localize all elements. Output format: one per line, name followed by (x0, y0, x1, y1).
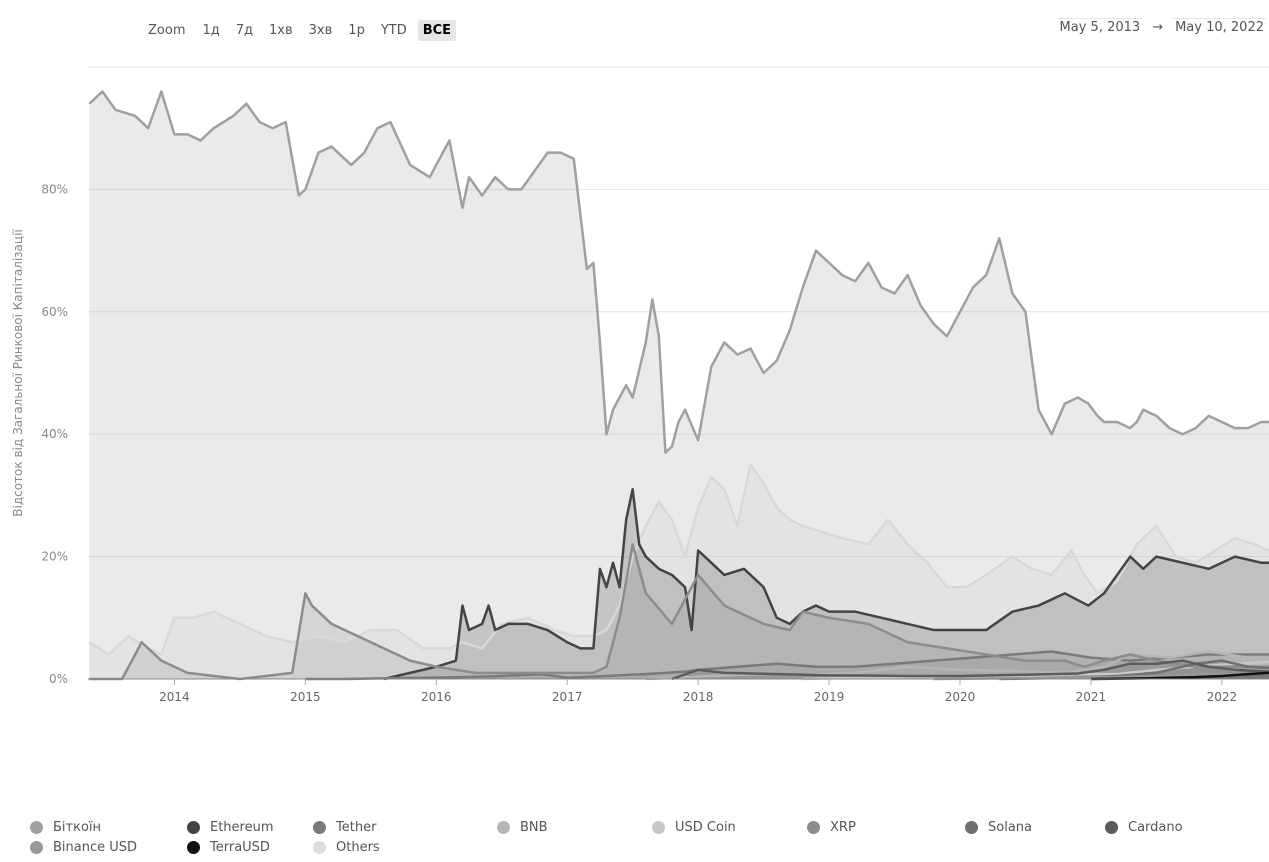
legend-label: XRP (830, 820, 856, 835)
series-area-others (89, 464, 1269, 679)
x-tick-label: 2021 (1076, 690, 1107, 704)
x-tick-label: 2016 (421, 690, 452, 704)
legend-dot-icon (30, 841, 43, 854)
zoom-ytd-button[interactable]: YTD (380, 22, 407, 38)
legend-row: Біткоїн Ethereum Tether BNB USD Coin XRP Solan… (30, 820, 1269, 840)
series-line-ethereum (383, 488, 1269, 681)
legend-dot-icon (652, 821, 665, 834)
y-axis-label: Відсоток від Загальної Ринкової Капіталі… (11, 229, 25, 517)
date-range: May 5, 2013 → May 10, 2022 (1057, 18, 1266, 36)
y-tick-label: 40% (41, 427, 68, 441)
y-tick-label: 20% (41, 550, 68, 564)
legend-dot-icon (30, 821, 43, 834)
y-tick-label: 60% (41, 305, 68, 319)
legend-dot-icon (313, 841, 326, 854)
legend-label: Біткоїн (53, 820, 102, 835)
legend: Біткоїн Ethereum Tether BNB USD Coin XRP Solan… (30, 820, 1269, 860)
series-line-bnb (645, 650, 1269, 681)
x-tick-label: 2014 (159, 690, 190, 704)
legend-dot-icon (187, 821, 200, 834)
x-tick-label: 2022 (1207, 690, 1238, 704)
legend-label: Solana (988, 820, 1032, 835)
legend-item-біткоїн[interactable]: Біткоїн (30, 820, 101, 835)
legend-dot-icon (965, 821, 978, 834)
date-from-input[interactable]: May 5, 2013 (1057, 18, 1143, 35)
legend-item-terrausd[interactable]: TerraUSD (187, 840, 270, 855)
legend-label: BNB (520, 820, 548, 835)
x-tick-label: 2018 (683, 690, 714, 704)
legend-label: Tether (336, 820, 377, 835)
legend-item-usd-coin[interactable]: USD Coin (652, 820, 736, 835)
legend-dot-icon (1105, 821, 1118, 834)
series-line-xrp (89, 543, 1269, 681)
x-tick-label: 2017 (552, 690, 583, 704)
y-tick-label: 80% (41, 182, 68, 196)
legend-dot-icon (187, 841, 200, 854)
legend-item-others[interactable]: Others (313, 840, 380, 855)
zoom-7d-button[interactable]: 7д (235, 22, 254, 38)
series-area-terrausd (1090, 672, 1269, 679)
y-tick-label: 0% (49, 672, 68, 686)
legend-item-ethereum[interactable]: Ethereum (187, 820, 274, 835)
market-share-chart: 0% 20% 40% 60% 80% 2014 2015 2016 2017 2018 2019 20… (11, 66, 1269, 704)
legend-label: USD Coin (675, 820, 736, 835)
zoom-all-button[interactable]: ВСЕ (417, 19, 457, 41)
x-tick-label: 2020 (945, 690, 976, 704)
series-line-біткоїн (88, 90, 1269, 454)
legend-label: Others (336, 840, 380, 855)
legend-item-cardano[interactable]: Cardano (1105, 820, 1183, 835)
date-arrow: → (1152, 19, 1164, 35)
zoom-3m-button[interactable]: 3хв (308, 22, 333, 38)
x-tick-label: 2019 (814, 690, 845, 704)
legend-item-xrp[interactable]: XRP (807, 820, 856, 835)
series-area-bnb (645, 651, 1269, 679)
zoom-1m-button[interactable]: 1хв (269, 22, 293, 38)
legend-label: Binance USD (53, 840, 138, 855)
legend-item-solana[interactable]: Solana (965, 820, 1032, 835)
zoom-bar: Zoom 1д 7д 1хв 3хв 1р YTD ВСЕ (148, 18, 457, 42)
legend-item-binance-usd[interactable]: Binance USD (30, 840, 137, 855)
series-line-others (88, 463, 1269, 656)
legend-label: Ethereum (210, 820, 274, 835)
legend-label: Cardano (1128, 820, 1183, 835)
date-to-input[interactable]: May 10, 2022 (1173, 18, 1266, 35)
legend-dot-icon (497, 821, 510, 834)
series-area-біткоїн (89, 91, 1269, 680)
legend-row: Binance USD TerraUSD Others (30, 840, 1269, 860)
x-tick-label: 2015 (290, 690, 321, 704)
zoom-label: Zoom (148, 22, 186, 38)
zoom-1y-button[interactable]: 1р (348, 22, 365, 38)
series-line-cardano (671, 659, 1269, 681)
series-line-terrausd (1090, 671, 1269, 681)
legend-dot-icon (313, 821, 326, 834)
legend-item-tether[interactable]: Tether (313, 820, 376, 835)
zoom-1d-button[interactable]: 1д (202, 22, 220, 38)
series-line-binance-usd (933, 672, 1269, 681)
legend-label: TerraUSD (210, 840, 270, 855)
legend-dot-icon (807, 821, 820, 834)
legend-item-bnb[interactable]: BNB (497, 820, 548, 835)
